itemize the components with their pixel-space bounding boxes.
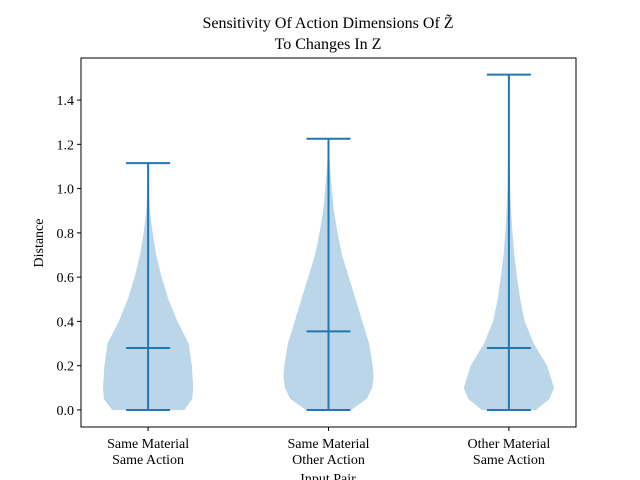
y-tick-label: 0.0 xyxy=(57,404,75,419)
y-tick-label: 0.2 xyxy=(57,360,75,375)
x-tick-label: Other Material xyxy=(467,437,550,452)
x-tick-label: Same Material xyxy=(287,437,369,452)
y-tick-label: 0.6 xyxy=(57,271,75,286)
x-tick-label: Same Action xyxy=(112,453,184,468)
y-tick-label: 1.0 xyxy=(57,183,75,198)
x-tick-label: Same Material xyxy=(107,437,189,452)
y-tick-label: 0.8 xyxy=(57,227,75,242)
chart-title: To Changes In Z xyxy=(275,36,382,53)
y-tick-label: 1.2 xyxy=(57,138,75,153)
x-tick-label: Other Action xyxy=(292,453,365,468)
y-tick-label: 0.4 xyxy=(57,315,75,330)
plot-frame xyxy=(80,57,577,428)
y-axis-label: Distance xyxy=(32,219,47,268)
x-axis-label: Input Pair xyxy=(300,472,356,480)
y-tick-label: 1.4 xyxy=(57,94,75,109)
x-tick-label: Same Action xyxy=(473,453,545,468)
chart-title: Sensitivity Of Action Dimensions Of Z̃ xyxy=(202,14,453,32)
